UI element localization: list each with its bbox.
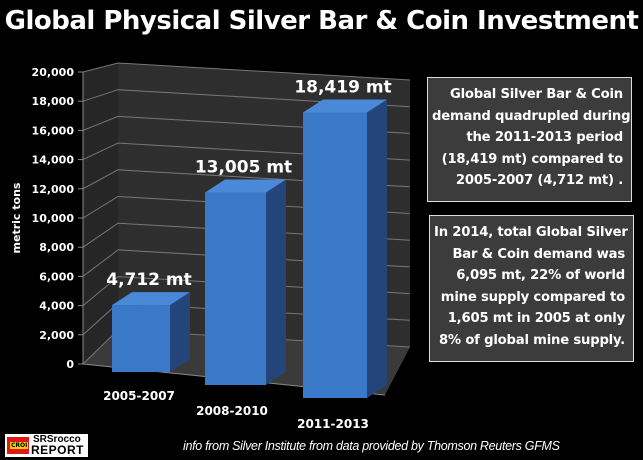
note-box-1: Global Silver Bar & Coin demand quadrupl… xyxy=(427,77,632,202)
y-axis-label: metric tons xyxy=(10,182,23,253)
bar-top xyxy=(303,99,387,113)
bar xyxy=(303,112,367,399)
data-label: 13,005 mt xyxy=(195,158,292,178)
y-tick-label: 18,000 xyxy=(32,95,75,108)
y-tick-label: 16,000 xyxy=(32,124,75,137)
note-line: 6,095 mt, 22% of world xyxy=(456,268,625,283)
gridline xyxy=(82,62,411,81)
note-line: 2005-2007 (4,712 mt) . xyxy=(455,173,623,188)
logo-badge: CROI xyxy=(10,442,29,449)
y-tick-label: 20,000 xyxy=(32,66,75,79)
gridline xyxy=(82,89,411,108)
y-tick-label: 12,000 xyxy=(32,183,75,196)
source-footer: info from Silver Institute from data pro… xyxy=(183,439,560,453)
logo-flag-icon: CROI xyxy=(7,437,29,454)
y-tick-label: 2,000 xyxy=(39,329,74,342)
x-tick-label: 2005-2007 xyxy=(103,389,175,403)
srsrocco-logo: CROI SRSrocco REPORT xyxy=(5,434,88,457)
x-tick-label: 2008-2010 xyxy=(196,404,268,418)
y-tick-label: 8,000 xyxy=(39,241,74,254)
side-wall xyxy=(83,63,118,364)
y-tick-label: 10,000 xyxy=(32,212,75,225)
note-line: 1,605 mt in 2005 at only xyxy=(447,311,625,326)
note-line: the 2011-2013 period xyxy=(466,130,623,145)
y-tick-label: 4,000 xyxy=(39,300,74,313)
chart-title: Global Physical Silver Bar & Coin Invest… xyxy=(4,6,639,36)
bar xyxy=(205,192,266,385)
bar-side xyxy=(367,99,387,399)
y-tick-label: 0 xyxy=(66,358,74,371)
note-line: 8% of global mine supply. xyxy=(438,332,625,348)
logo-line2: REPORT xyxy=(31,443,85,457)
bar-side xyxy=(266,179,286,385)
data-label: 18,419 mt xyxy=(294,78,391,98)
note-line: demand quadrupled during xyxy=(432,108,631,124)
data-label: 4,712 mt xyxy=(106,270,192,290)
bar xyxy=(112,305,170,372)
logo-line1: SRSrocco xyxy=(33,434,81,445)
note-box-2: In 2014, total Global Silver Bar & Coin … xyxy=(429,215,634,362)
y-tick-label: 14,000 xyxy=(32,154,75,167)
bar-top xyxy=(205,179,286,193)
x-tick-label: 2011-2013 xyxy=(297,417,369,431)
note-line: Bar & Coin demand was xyxy=(452,246,625,262)
note-line: In 2014, total Global Silver xyxy=(434,225,628,240)
bar-side xyxy=(170,292,190,372)
note-line: mine supply compared to xyxy=(440,289,625,305)
note-line: Global Silver Bar & Coin xyxy=(449,87,623,102)
bar-top xyxy=(112,292,190,306)
note-line: (18,419 mt) compared to xyxy=(441,151,624,167)
y-tick-label: 6,000 xyxy=(39,270,74,283)
